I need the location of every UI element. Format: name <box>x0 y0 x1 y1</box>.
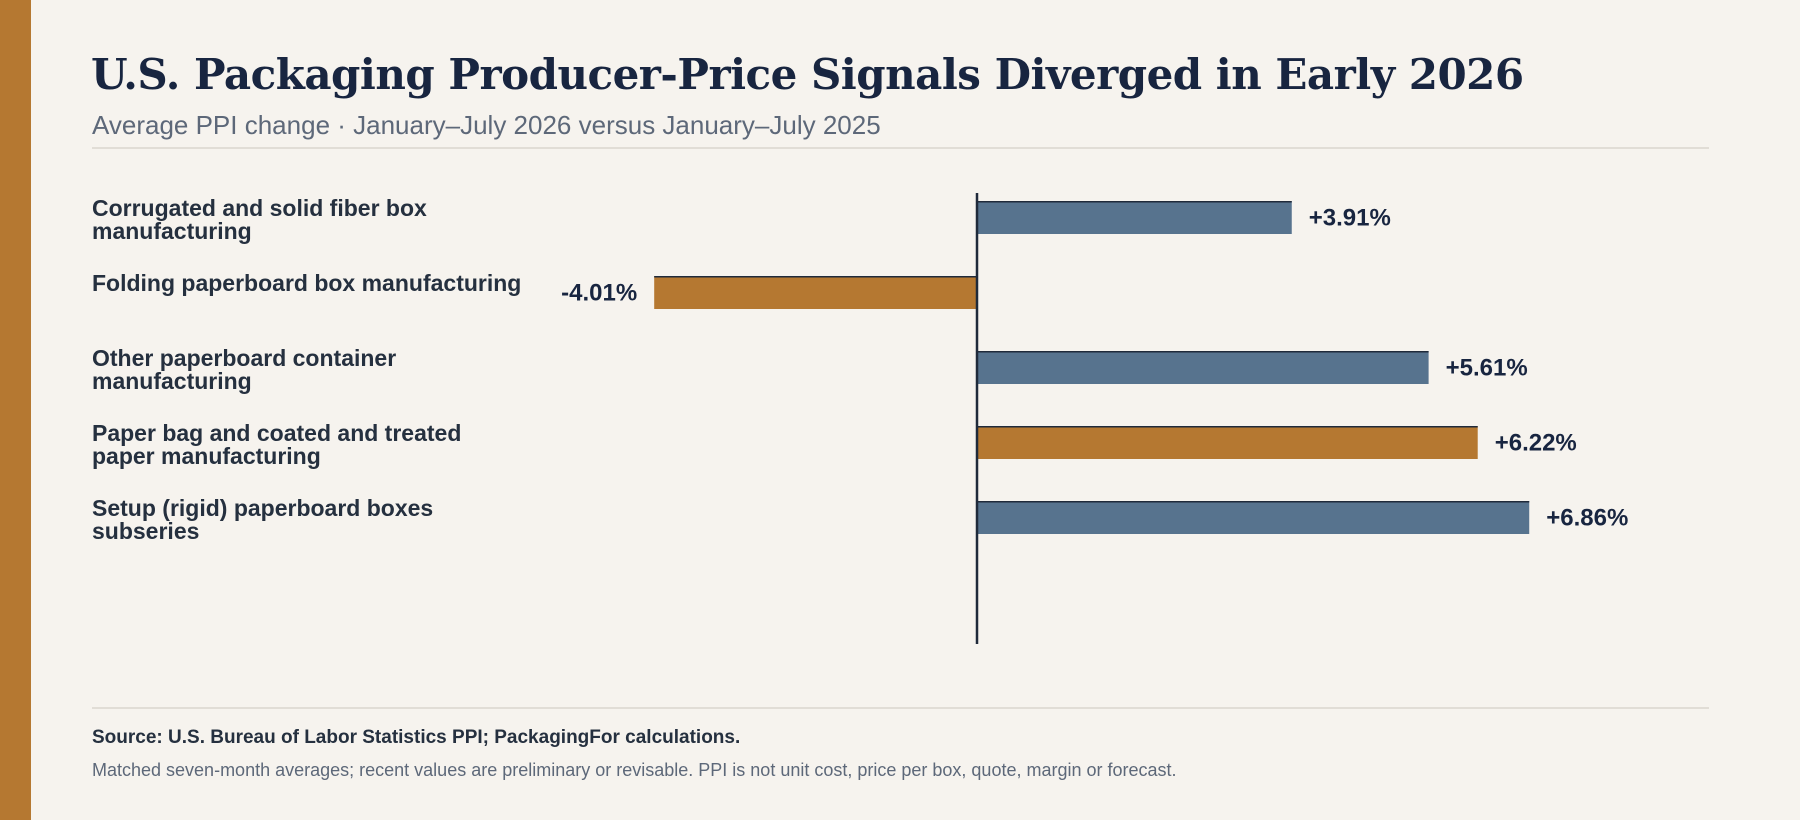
category-label: Paper bag and coated and treated paper m… <box>92 420 462 469</box>
value-label: +5.61% <box>1446 355 1528 382</box>
bar <box>977 501 1530 534</box>
accent-bar <box>0 0 31 820</box>
category-label: Corrugated and solid fiber box manufactu… <box>92 195 427 244</box>
category-label: Setup (rigid) paperboard boxes subseries <box>92 495 434 544</box>
source-note: Source: U.S. Bureau of Labor Statistics … <box>92 727 741 748</box>
value-label: -4.01% <box>561 280 637 307</box>
value-label: +3.91% <box>1309 205 1391 232</box>
chart-title: U.S. Packaging Producer-Price Signals Di… <box>91 50 1524 99</box>
footer-divider <box>92 707 1709 709</box>
category-label: Other paperboard container manufacturing <box>92 345 397 394</box>
bar <box>977 426 1478 459</box>
chart-subtitle: Average PPI change · January–July 2026 v… <box>92 110 881 140</box>
bar-chart: +3.91% -4.01% +5.61% +6.22% +6.86% <box>561 193 1628 644</box>
category-label: Folding paperboard box manufacturing <box>92 270 522 296</box>
bar <box>977 201 1292 234</box>
bar <box>977 351 1429 384</box>
bar <box>654 276 977 309</box>
value-label: +6.86% <box>1546 505 1628 532</box>
value-label: +6.22% <box>1495 430 1577 457</box>
methodology-note: Matched seven-month averages; recent val… <box>92 760 1177 780</box>
header-divider <box>92 147 1709 149</box>
